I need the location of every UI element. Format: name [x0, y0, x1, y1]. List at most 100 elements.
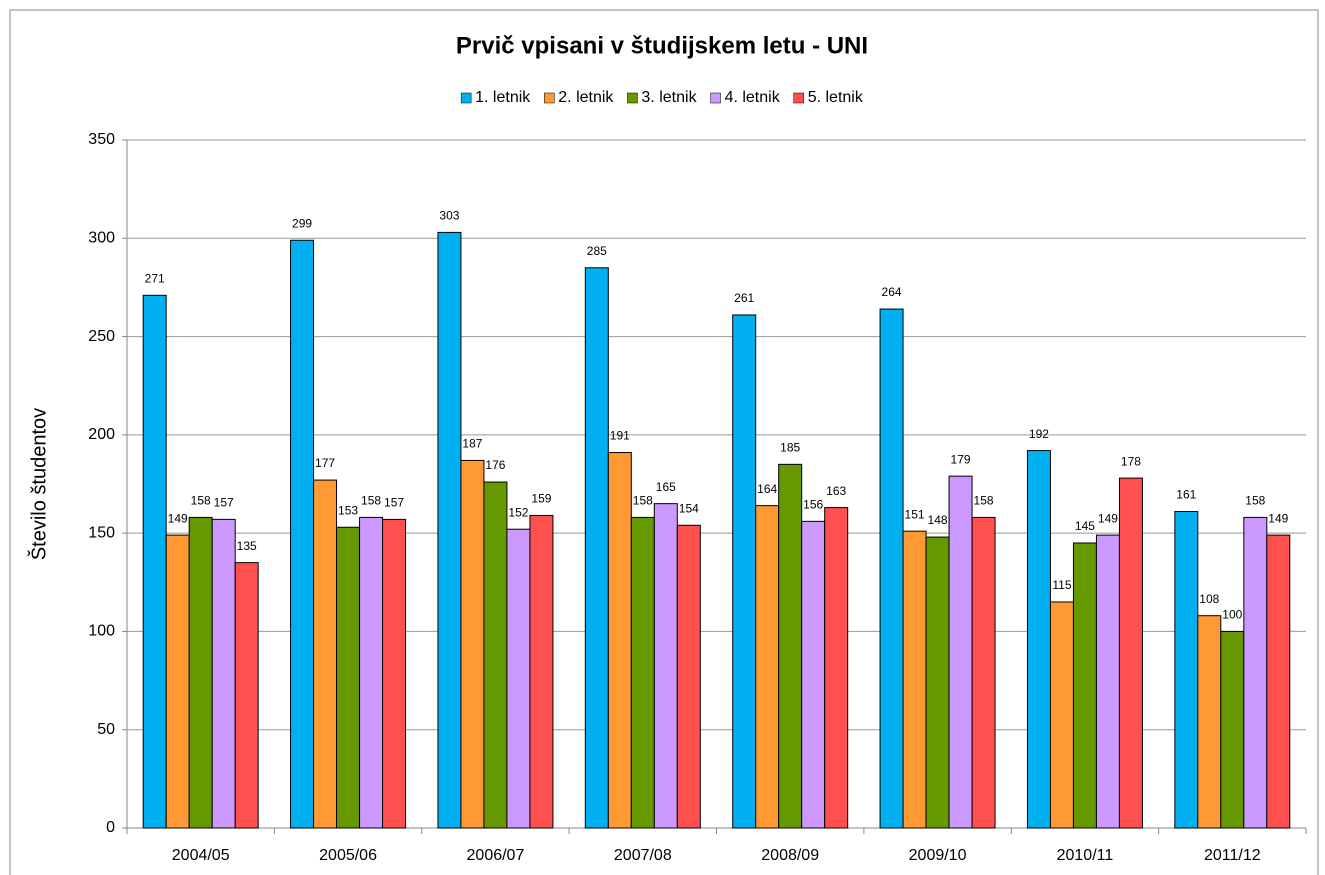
value-label: 158	[191, 494, 211, 508]
value-label: 177	[315, 456, 335, 470]
y-tick-label: 0	[106, 819, 115, 836]
x-tick-label: 2005/06	[319, 847, 377, 864]
y-tick-label: 200	[88, 426, 115, 443]
value-label: 164	[757, 482, 777, 496]
value-label: 149	[1268, 511, 1288, 525]
bar	[1049, 601, 1074, 829]
value-label: 191	[610, 429, 630, 443]
bar	[142, 294, 167, 829]
bar	[1220, 630, 1245, 829]
legend-label: 1. letnik	[475, 89, 531, 106]
bar	[165, 534, 190, 829]
bar	[1174, 511, 1199, 829]
bar	[1072, 542, 1097, 829]
bar	[188, 516, 213, 829]
bar	[290, 239, 315, 829]
bar	[460, 459, 485, 829]
legend-label: 3. letnik	[641, 89, 697, 106]
bar	[1266, 534, 1291, 829]
x-tick-label: 2007/08	[614, 847, 672, 864]
value-label: 185	[780, 441, 800, 455]
legend-label: 2. letnik	[558, 89, 614, 106]
bar	[437, 231, 462, 829]
value-label: 149	[168, 511, 188, 525]
value-label: 165	[656, 480, 676, 494]
legend-swatch	[710, 92, 721, 104]
value-label: 159	[531, 492, 551, 506]
value-label: 179	[951, 452, 971, 466]
value-label: 149	[1098, 511, 1118, 525]
value-label: 264	[882, 285, 902, 299]
value-label: 158	[633, 494, 653, 508]
value-label: 135	[237, 539, 257, 553]
y-tick-label: 50	[97, 721, 115, 738]
value-label: 158	[361, 494, 381, 508]
bar	[801, 520, 826, 829]
bar	[653, 503, 678, 829]
bar	[359, 516, 384, 829]
x-tick-label: 2009/10	[909, 847, 967, 864]
value-label: 152	[508, 505, 528, 519]
bar	[824, 507, 849, 829]
value-label: 153	[338, 503, 358, 517]
value-label: 148	[928, 513, 948, 527]
bar	[1197, 615, 1222, 829]
value-label: 108	[1199, 592, 1219, 606]
x-tick-label: 2004/05	[172, 847, 230, 864]
bar	[755, 505, 780, 829]
bar	[1118, 477, 1143, 829]
bar	[971, 516, 996, 829]
value-label: 271	[145, 271, 165, 285]
legend-label: 4. letnik	[725, 89, 781, 106]
bar	[234, 562, 259, 829]
bar	[607, 452, 632, 829]
bar	[925, 536, 950, 829]
value-label: 178	[1121, 454, 1141, 468]
legend-label: 5. letnik	[808, 89, 864, 106]
legend-swatch	[627, 92, 638, 104]
x-tick-label: 2011/12	[1204, 847, 1261, 864]
value-label: 176	[485, 458, 505, 472]
value-label: 156	[803, 498, 823, 512]
value-label: 285	[587, 244, 607, 258]
legend-swatch	[793, 92, 804, 104]
value-label: 151	[905, 507, 925, 521]
y-tick-label: 350	[88, 131, 115, 148]
value-label: 145	[1075, 519, 1095, 533]
bar	[1243, 516, 1268, 829]
y-tick-label: 300	[88, 230, 115, 247]
value-label: 187	[462, 437, 482, 451]
value-label: 192	[1029, 427, 1049, 441]
bar	[584, 267, 609, 829]
x-tick-label: 2010/11	[1057, 847, 1114, 864]
bar	[1095, 534, 1120, 829]
x-tick-label: 2008/09	[761, 847, 819, 864]
value-label: 157	[214, 496, 234, 510]
bar	[948, 475, 973, 829]
bar	[902, 530, 927, 829]
y-tick-label: 250	[88, 328, 115, 345]
value-label: 299	[292, 216, 312, 230]
bar	[382, 518, 407, 829]
bar	[732, 314, 757, 829]
bar	[879, 308, 904, 829]
bar	[483, 481, 508, 829]
chart-frame	[9, 9, 1319, 875]
y-tick-label: 100	[88, 623, 115, 640]
legend-swatch	[460, 92, 472, 104]
bar	[676, 524, 701, 829]
bar	[630, 516, 655, 829]
bar	[778, 463, 803, 829]
bar	[336, 526, 361, 829]
value-label: 115	[1052, 578, 1071, 592]
value-label: 303	[439, 209, 459, 223]
chart-title: Prvič vpisani v študijskem letu - UNI	[456, 32, 868, 59]
value-label: 161	[1176, 488, 1196, 502]
x-tick-label: 2006/07	[467, 847, 525, 864]
bar	[1026, 450, 1051, 829]
value-label: 154	[679, 501, 699, 515]
value-label: 261	[734, 291, 754, 305]
value-label: 100	[1222, 608, 1242, 622]
y-tick-label: 150	[88, 524, 115, 541]
